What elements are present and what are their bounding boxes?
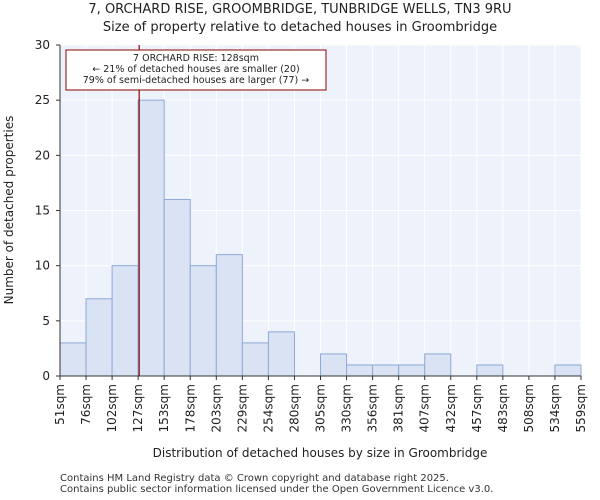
x-tick-label: 153sqm xyxy=(157,384,171,432)
x-tick-labels: 51sqm 76sqm 102sqm 127sqm 153sqm 178sqm 203sqm… xyxy=(53,376,588,432)
bar xyxy=(163,198,191,377)
annotation-box: 7 ORCHARD RISE: 128sqm← 21% of detached … xyxy=(65,49,327,91)
x-tick-label: 508sqm xyxy=(522,384,536,432)
x-tick-label: 483sqm xyxy=(496,384,510,432)
bar xyxy=(372,364,400,377)
y-tick-label: 25 xyxy=(35,93,50,107)
x-tick-label: 457sqm xyxy=(470,384,484,432)
x-tick-label: 76sqm xyxy=(79,384,93,425)
footer-line-2: Contains public sector information licen… xyxy=(60,484,494,495)
bar xyxy=(241,342,269,377)
y-tick-label: 30 xyxy=(35,38,50,52)
bar xyxy=(320,353,348,377)
bar xyxy=(554,364,582,377)
x-tick-label: 229sqm xyxy=(235,384,249,432)
chart-subtitle: Size of property relative to detached ho… xyxy=(102,20,498,35)
x-tick-label: 534sqm xyxy=(548,384,562,432)
bar xyxy=(189,265,217,377)
bar xyxy=(476,364,504,377)
bar xyxy=(85,298,113,377)
x-tick-label: 178sqm xyxy=(183,384,197,432)
x-tick-label: 203sqm xyxy=(209,384,223,432)
x-tick-label: 102sqm xyxy=(105,384,119,432)
x-tick-label: 381sqm xyxy=(392,384,406,432)
x-tick-label: 254sqm xyxy=(261,384,275,432)
annotation-line: 79% of semi-detached houses are larger (… xyxy=(83,75,310,86)
y-tick-label: 20 xyxy=(35,148,50,162)
chart-title: 7, ORCHARD RISE, GROOMBRIDGE, TUNBRIDGE … xyxy=(88,2,512,17)
y-tick-labels: 0 5 10 15 20 25 30 xyxy=(35,38,60,383)
footer-line-1: Contains HM Land Registry data © Crown c… xyxy=(60,473,449,484)
bar xyxy=(111,265,139,377)
x-tick-label: 305sqm xyxy=(314,384,328,432)
bar xyxy=(59,342,87,377)
bar xyxy=(137,99,165,377)
y-tick-label: 10 xyxy=(35,259,50,273)
annotation-line: ← 21% of detached houses are smaller (20… xyxy=(92,64,299,75)
bar xyxy=(215,254,243,377)
annotation-frame xyxy=(65,49,327,91)
bar xyxy=(424,353,452,377)
bar xyxy=(398,364,426,377)
annotation-line: 7 ORCHARD RISE: 128sqm xyxy=(133,53,259,64)
x-tick-label: 280sqm xyxy=(287,384,301,432)
x-tick-label: 407sqm xyxy=(418,384,432,432)
x-axis-label: Distribution of detached houses by size … xyxy=(153,446,488,460)
y-tick-label: 0 xyxy=(42,369,50,383)
x-tick-label: 559sqm xyxy=(574,384,588,432)
x-tick-label: 127sqm xyxy=(131,384,145,432)
y-axis-label: Number of detached properties xyxy=(2,116,16,305)
x-tick-label: 356sqm xyxy=(366,384,380,432)
y-tick-label: 5 xyxy=(42,314,50,328)
bar xyxy=(267,331,295,377)
x-tick-label: 330sqm xyxy=(340,384,354,432)
bar xyxy=(346,364,374,377)
x-tick-label: 51sqm xyxy=(53,384,67,425)
x-tick-label: 432sqm xyxy=(444,384,458,432)
y-tick-label: 15 xyxy=(35,204,50,218)
